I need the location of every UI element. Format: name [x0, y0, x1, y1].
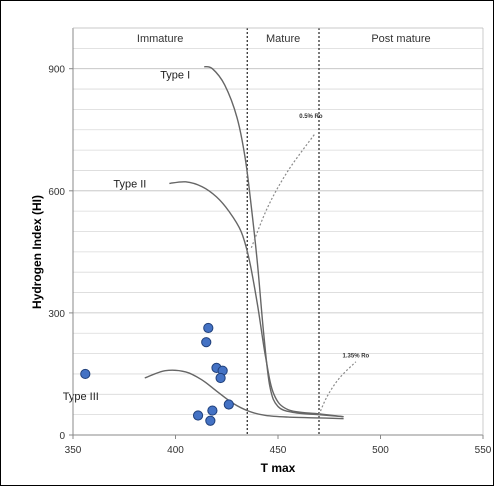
curve-label: Type III [63, 391, 99, 403]
x-axis-title: T max [261, 461, 296, 475]
y-tick-label: 900 [48, 65, 65, 76]
sample-points [80, 322, 234, 426]
x-tick-label: 400 [167, 445, 184, 456]
y-axis-title: Hydrogen Index (HI) [30, 195, 44, 309]
y-tick-label: 0 [59, 431, 65, 442]
x-tick-label: 450 [270, 445, 287, 456]
curve-label: Type I [160, 70, 190, 82]
sample-point [201, 337, 212, 348]
maturity-zones: Immature Mature Post mature [137, 28, 431, 435]
sample-point [80, 368, 91, 380]
ro-line [250, 133, 316, 249]
ro-line [318, 361, 357, 415]
sample-point [203, 322, 214, 334]
y-tick-label: 300 [48, 309, 65, 320]
kerogen-curves: Type I Type II Type III [63, 65, 344, 420]
sample-point [192, 410, 204, 421]
zone-label: Immature [137, 33, 183, 45]
sample-point [207, 405, 218, 416]
ro-label: 1.35% Ro [343, 354, 370, 360]
axes: 350 400 450 500 550 0 300 600 900 [48, 27, 492, 456]
sample-point [205, 415, 216, 426]
x-tick-label: 550 [475, 445, 492, 456]
ro-label: 0.5% Ro [299, 114, 323, 120]
iso-reflectance-lines: 0.5% Ro 1.35% Ro [250, 114, 370, 415]
sample-point [223, 399, 234, 410]
zone-label: Mature [266, 33, 300, 45]
x-tick-label: 350 [65, 445, 82, 456]
kerogen-curve [204, 65, 344, 418]
gridlines [73, 27, 483, 416]
x-tick-label: 500 [372, 445, 389, 456]
curve-label: Type II [113, 178, 146, 190]
kerogen-curve [169, 181, 344, 418]
y-tick-label: 600 [48, 187, 65, 198]
zone-label: Post mature [371, 33, 430, 45]
sample-point [215, 372, 226, 384]
